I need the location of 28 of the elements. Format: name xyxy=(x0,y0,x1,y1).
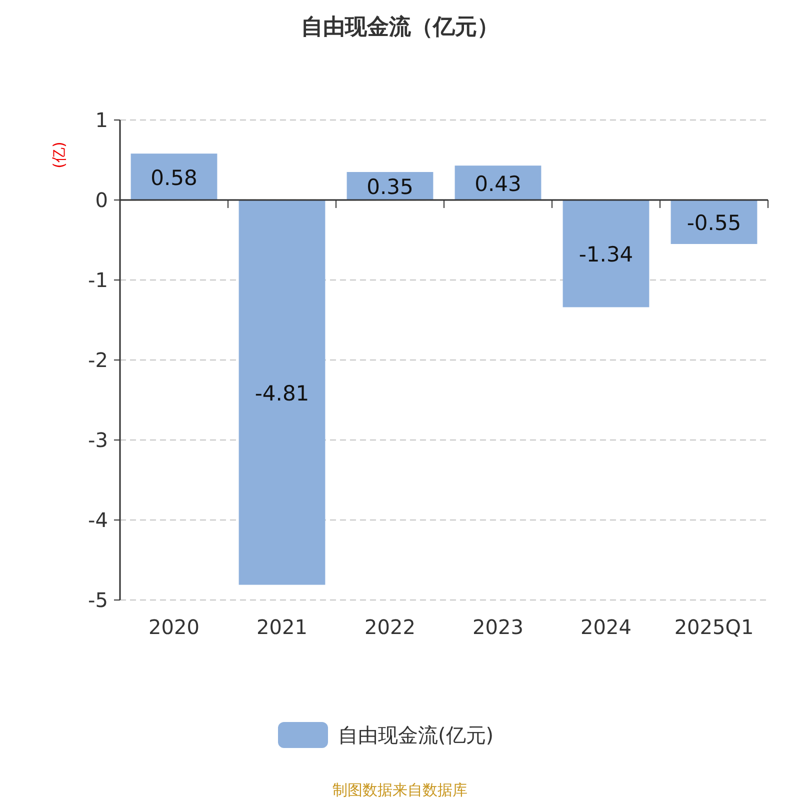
x-tick-label: 2022 xyxy=(364,615,416,639)
x-tick-label: 2023 xyxy=(472,615,524,639)
y-tick-label: 0 xyxy=(95,188,108,212)
data-label: 0.35 xyxy=(366,175,414,199)
data-label: -4.81 xyxy=(254,381,310,406)
bar xyxy=(130,154,218,200)
data-label: -1.34 xyxy=(578,242,634,267)
y-tick-label: -4 xyxy=(88,508,108,532)
y-tick-label: 1 xyxy=(95,108,108,132)
x-tick-label: 2025Q1 xyxy=(674,615,754,639)
y-tick-label: -2 xyxy=(88,348,108,372)
bar xyxy=(670,200,758,244)
y-tick-label: -5 xyxy=(88,588,108,612)
bar xyxy=(238,200,326,585)
data-label: 0.58 xyxy=(150,166,198,190)
bar xyxy=(562,200,650,308)
y-tick-label: -3 xyxy=(88,428,108,452)
legend-label: 自由现金流(亿元) xyxy=(338,723,494,747)
data-label: -0.55 xyxy=(686,211,742,235)
x-tick-label: 2024 xyxy=(580,615,632,639)
bar xyxy=(454,166,542,200)
x-tick-label: 2020 xyxy=(148,615,200,639)
y-tick-label: -1 xyxy=(88,268,108,292)
y-axis-title: (亿) xyxy=(50,142,68,168)
data-label: 0.43 xyxy=(474,172,522,196)
chart-title: 自由现金流（亿元） xyxy=(301,14,499,40)
text: 制图数据来自数据库 xyxy=(332,781,468,799)
x-tick-label: 2021 xyxy=(256,615,308,639)
